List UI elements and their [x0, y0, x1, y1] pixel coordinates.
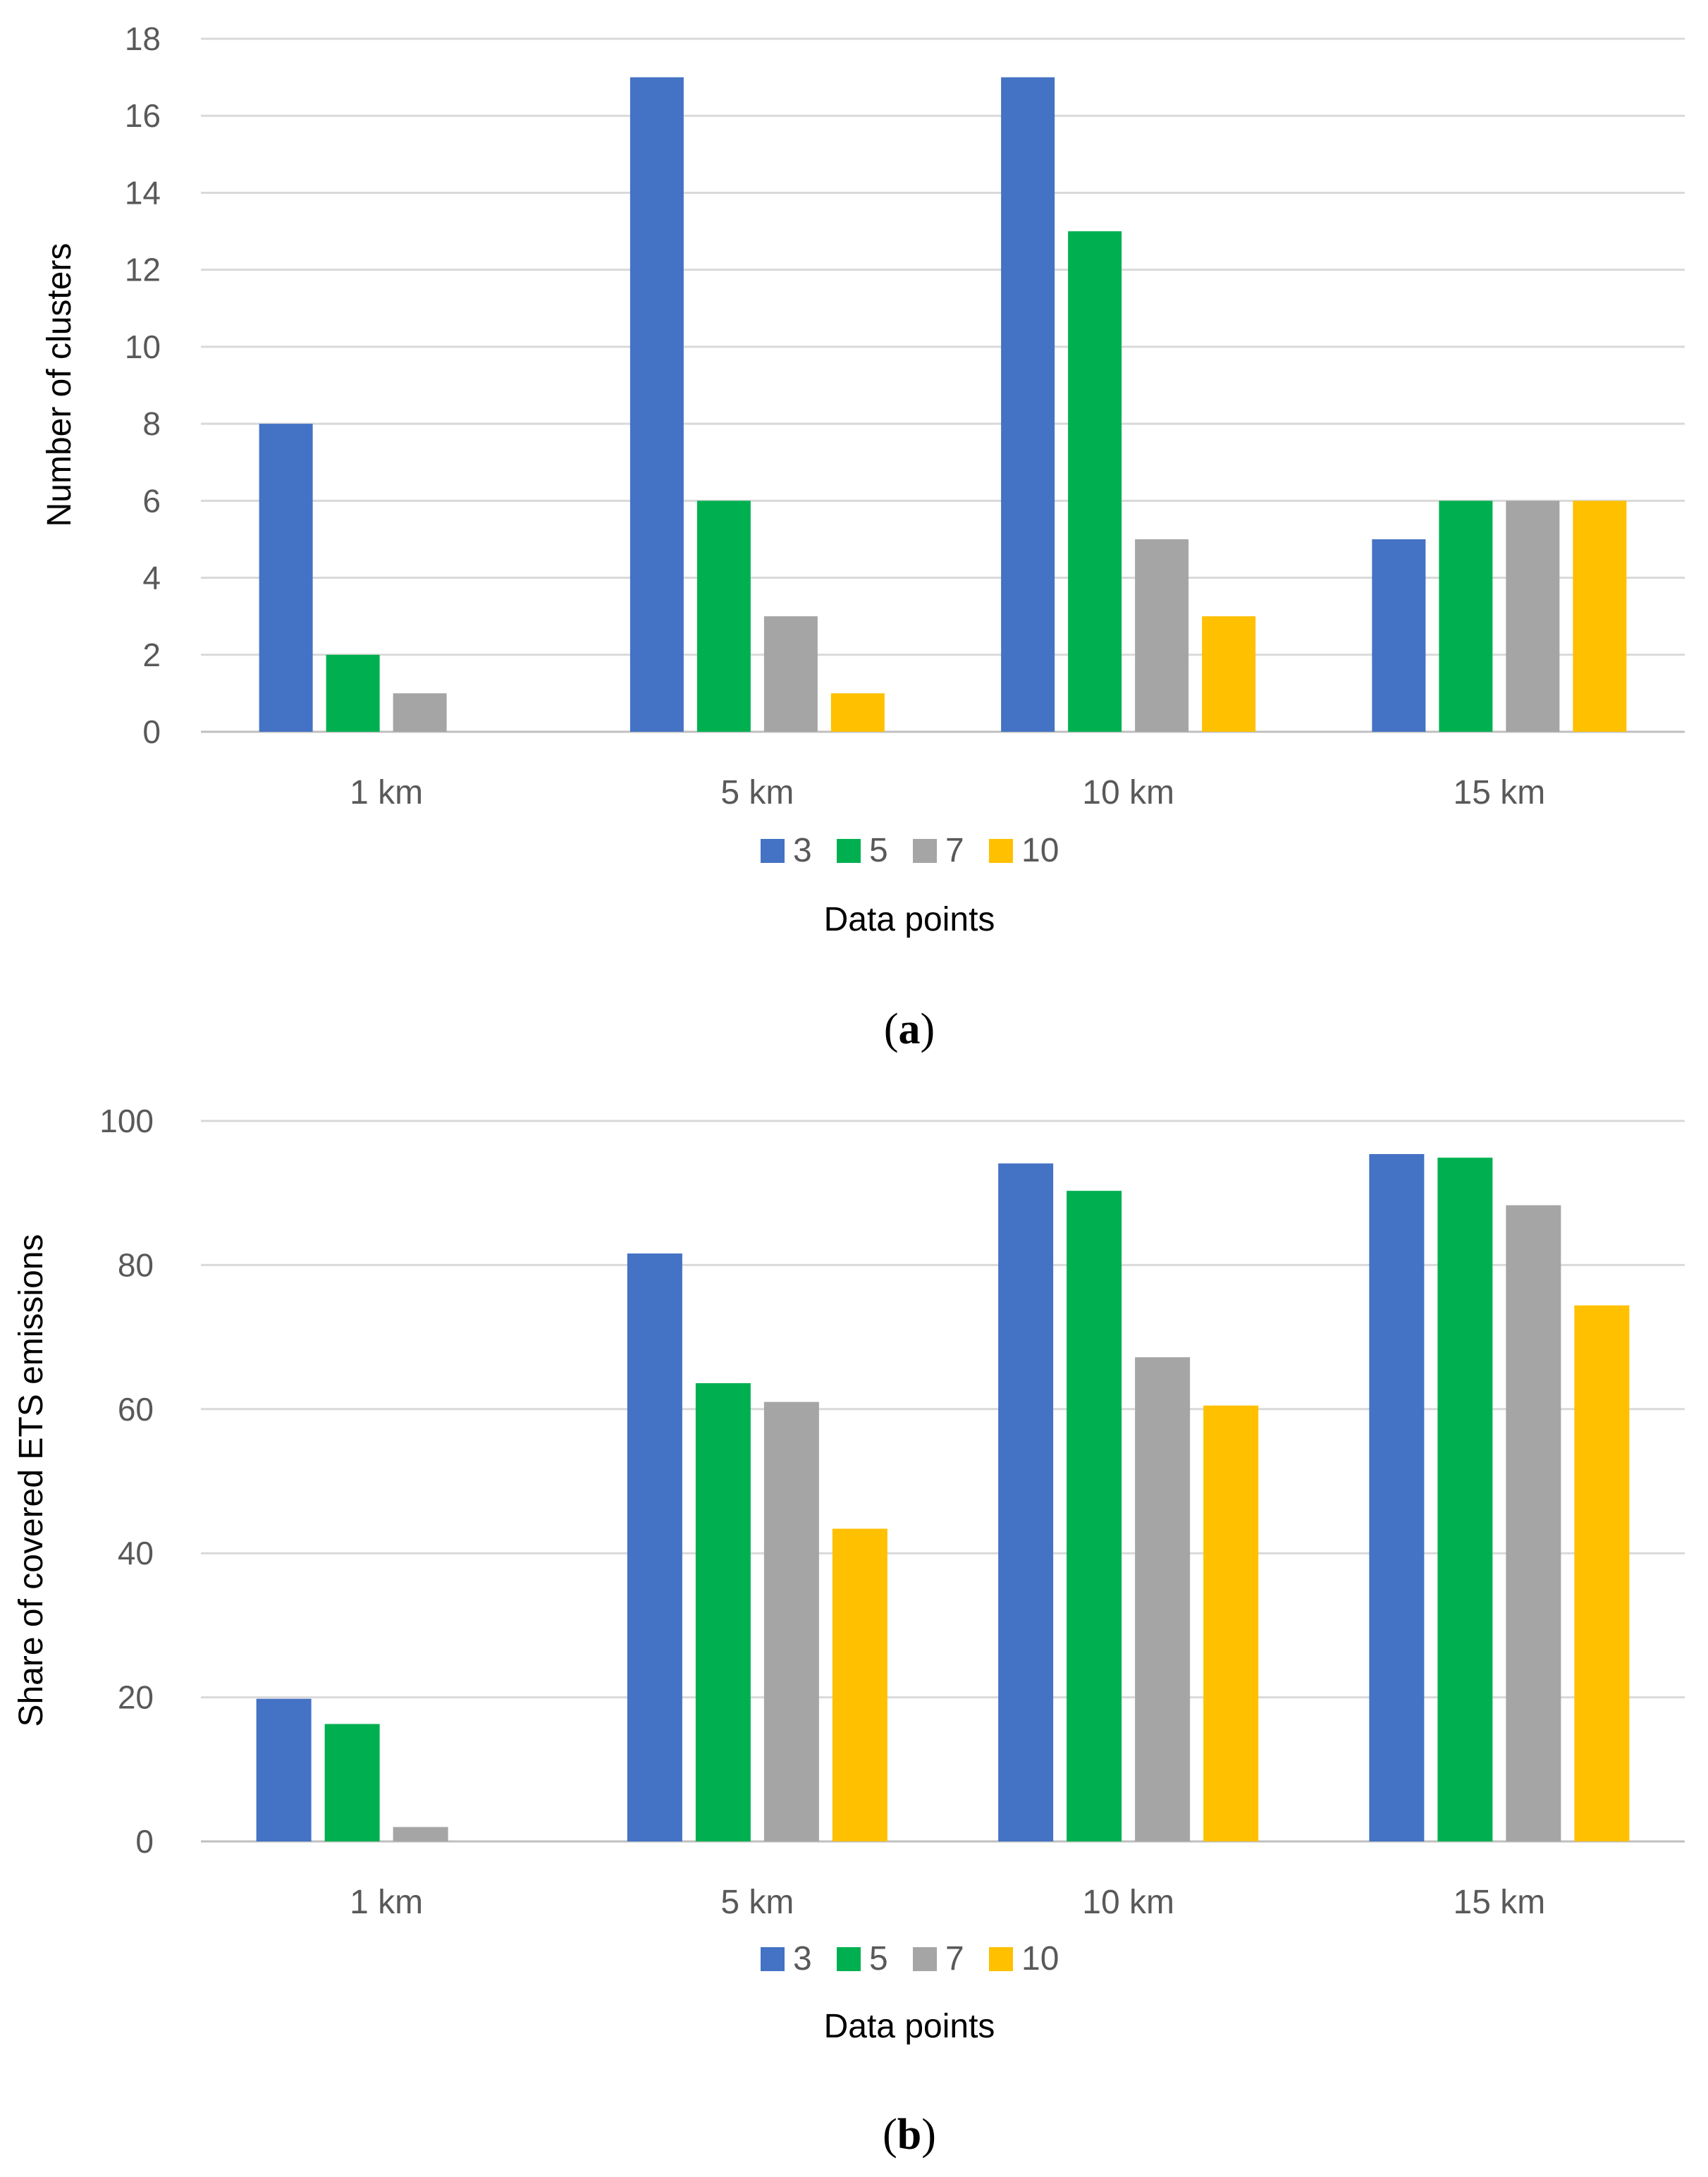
legend-label-7: 7 [945, 832, 964, 869]
panel-label: (b) [883, 2111, 936, 2159]
chart-panel-b: 0 20 40 60 80 100 1 km 5 km 10 km 15 km Share of c… [13, 1103, 1685, 2159]
legend-label-3: 3 [793, 832, 812, 869]
bar-10km-series-3 [1001, 77, 1055, 732]
bar-5km-series-10 [830, 693, 885, 732]
bar-10km-series-5 [1067, 1191, 1122, 1841]
y-tick-label-80: 80 [118, 1246, 154, 1283]
panel-label-part: ( [884, 1005, 899, 1053]
y-tick-label-8: 8 [142, 405, 161, 442]
y-axis-title: Share of covered ETS emissions [13, 1234, 50, 1727]
bar-15km-series-10 [1573, 501, 1627, 732]
bar-15km-series-3 [1372, 539, 1426, 732]
legend-swatch-10 [989, 839, 1013, 863]
bar-5km-series-3 [629, 77, 684, 732]
x-category-label-1km: 1 km [350, 774, 423, 811]
legend-swatch-7 [913, 1947, 937, 1971]
y-tick-label-12: 12 [125, 252, 161, 288]
bar-1km-series-7 [393, 693, 447, 732]
y-tick-label-60: 60 [118, 1391, 154, 1428]
legend-swatch-5 [837, 1947, 861, 1971]
bar-10km-series-10 [1202, 616, 1256, 732]
legend: 3 5 7 10 [761, 832, 1059, 869]
legend-label-3: 3 [793, 1940, 812, 1977]
bar-15km-series-5 [1437, 1158, 1493, 1841]
bar-15km-series-3 [1369, 1154, 1425, 1841]
bar-15km-series-10 [1574, 1305, 1630, 1841]
x-category-label-10km: 10 km [1082, 1884, 1174, 1921]
legend-swatch-10 [989, 1947, 1013, 1971]
legend-swatch-3 [761, 839, 785, 863]
bar-10km-series-3 [998, 1163, 1054, 1841]
bar-15km-series-7 [1506, 1205, 1561, 1841]
x-category-label-1km: 1 km [350, 1884, 423, 1921]
bar-1km-series-5 [326, 654, 380, 732]
x-axis-title: Data points [824, 901, 995, 938]
bar-10km-series-7 [1135, 1357, 1191, 1841]
chart-panel-a: 0 2 4 6 8 10 12 14 16 18 1 km 5 km 10 km 15 km Number … [41, 20, 1685, 1053]
legend-label-5: 5 [869, 832, 888, 869]
bar-1km-series-3 [259, 424, 313, 732]
bar-15km-series-5 [1439, 501, 1493, 732]
bar-10km-series-10 [1203, 1405, 1259, 1841]
panel-label-part: a [899, 1005, 921, 1053]
y-tick-label-4: 4 [142, 560, 161, 596]
y-tick-label-40: 40 [118, 1535, 154, 1571]
bar-1km-series-5 [324, 1724, 380, 1841]
x-category-label-5km: 5 km [720, 774, 794, 811]
bar-5km-series-5 [695, 1383, 751, 1841]
bar-5km-series-7 [763, 1402, 819, 1841]
y-tick-label-10: 10 [125, 329, 161, 365]
legend-label-7: 7 [945, 1940, 964, 1977]
bar-5km-series-7 [763, 616, 818, 732]
y-axis-title: Number of clusters [41, 243, 78, 527]
legend: 3 5 7 10 [761, 1940, 1059, 1977]
bar-1km-series-3 [256, 1698, 312, 1841]
bar-5km-series-10 [832, 1528, 887, 1841]
x-category-label-15km: 15 km [1454, 1884, 1546, 1921]
y-tick-label-6: 6 [142, 482, 161, 519]
y-tick-label-2: 2 [142, 637, 161, 673]
bar-10km-series-5 [1068, 231, 1122, 732]
bar-5km-series-3 [627, 1253, 682, 1841]
panel-label-part: ( [883, 2111, 897, 2159]
x-axis-title: Data points [824, 2008, 995, 2045]
legend-label-10: 10 [1021, 832, 1059, 869]
bar-1km-series-7 [393, 1827, 448, 1841]
legend-swatch-3 [761, 1947, 785, 1971]
y-tick-label-18: 18 [125, 20, 161, 57]
x-category-label-5km: 5 km [720, 1884, 794, 1921]
x-category-label-15km: 15 km [1454, 774, 1546, 811]
y-tick-label-14: 14 [125, 174, 161, 211]
panel-label-part: ) [921, 2111, 936, 2159]
y-tick-label-16: 16 [125, 97, 161, 134]
legend-label-10: 10 [1021, 1940, 1059, 1977]
legend-swatch-7 [913, 839, 937, 863]
y-tick-label-100: 100 [99, 1103, 154, 1139]
y-tick-label-20: 20 [118, 1679, 154, 1716]
bar-5km-series-5 [696, 501, 751, 732]
y-tick-label-0: 0 [142, 713, 161, 750]
bar-10km-series-7 [1135, 539, 1189, 732]
panel-label: (a) [884, 1005, 935, 1053]
panel-label-part: b [897, 2111, 921, 2159]
x-category-label-10km: 10 km [1082, 774, 1174, 811]
bar-15km-series-7 [1506, 501, 1560, 732]
y-tick-label-0: 0 [135, 1823, 154, 1860]
legend-swatch-5 [837, 839, 861, 863]
panel-label-part: ) [921, 1005, 935, 1053]
legend-label-5: 5 [869, 1940, 888, 1977]
